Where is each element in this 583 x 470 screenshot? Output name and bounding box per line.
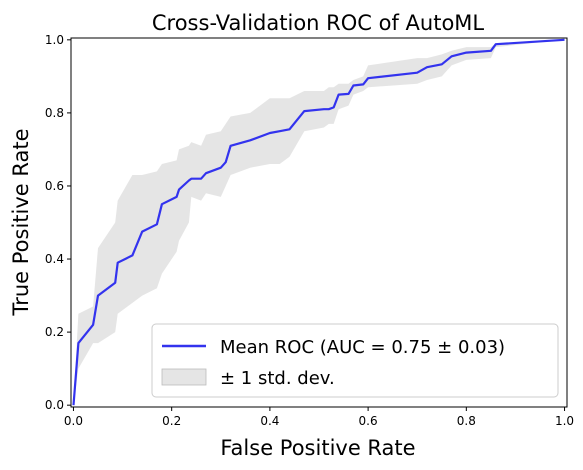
legend: Mean ROC (AUC = 0.75 ± 0.03) ± 1 std. de… bbox=[151, 323, 559, 398]
plot-frame bbox=[70, 37, 568, 408]
y-tick-label: 0.6 bbox=[45, 179, 64, 193]
legend-std-band-label: ± 1 std. dev. bbox=[220, 368, 335, 389]
y-tick-label: 1.0 bbox=[45, 33, 64, 47]
x-tick-label: 0.0 bbox=[64, 414, 83, 428]
x-tick-label: 1.0 bbox=[555, 414, 574, 428]
y-tick-label: 0.4 bbox=[45, 252, 64, 266]
x-tick-label: 0.8 bbox=[457, 414, 476, 428]
std-band-layer bbox=[73, 39, 565, 406]
x-tick-label: 0.6 bbox=[359, 414, 378, 428]
y-tick-label: 0.0 bbox=[45, 398, 64, 412]
y-axis-label: True Positive Rate bbox=[9, 128, 33, 316]
mean-roc-line bbox=[72, 38, 565, 406]
mean-roc-layer bbox=[72, 38, 565, 406]
y-tick-label: 0.8 bbox=[45, 106, 64, 120]
std-band-area bbox=[73, 39, 565, 406]
chart-title: Cross-Validation ROC of AutoML bbox=[152, 11, 485, 35]
legend-box bbox=[151, 323, 559, 398]
legend-std-band-swatch bbox=[161, 368, 207, 386]
x-tick-label: 0.4 bbox=[260, 414, 279, 428]
y-tick-label: 0.2 bbox=[45, 325, 64, 339]
x-axis-label: False Positive Rate bbox=[220, 436, 415, 460]
x-axis-ticks: 0.0 0.2 0.4 0.6 0.8 1.0 bbox=[64, 407, 574, 428]
legend-mean-roc-label: Mean ROC (AUC = 0.75 ± 0.03) bbox=[220, 337, 505, 358]
y-axis-ticks: 0.0 0.2 0.4 0.6 0.8 1.0 bbox=[45, 33, 71, 412]
x-tick-label: 0.2 bbox=[162, 414, 181, 428]
